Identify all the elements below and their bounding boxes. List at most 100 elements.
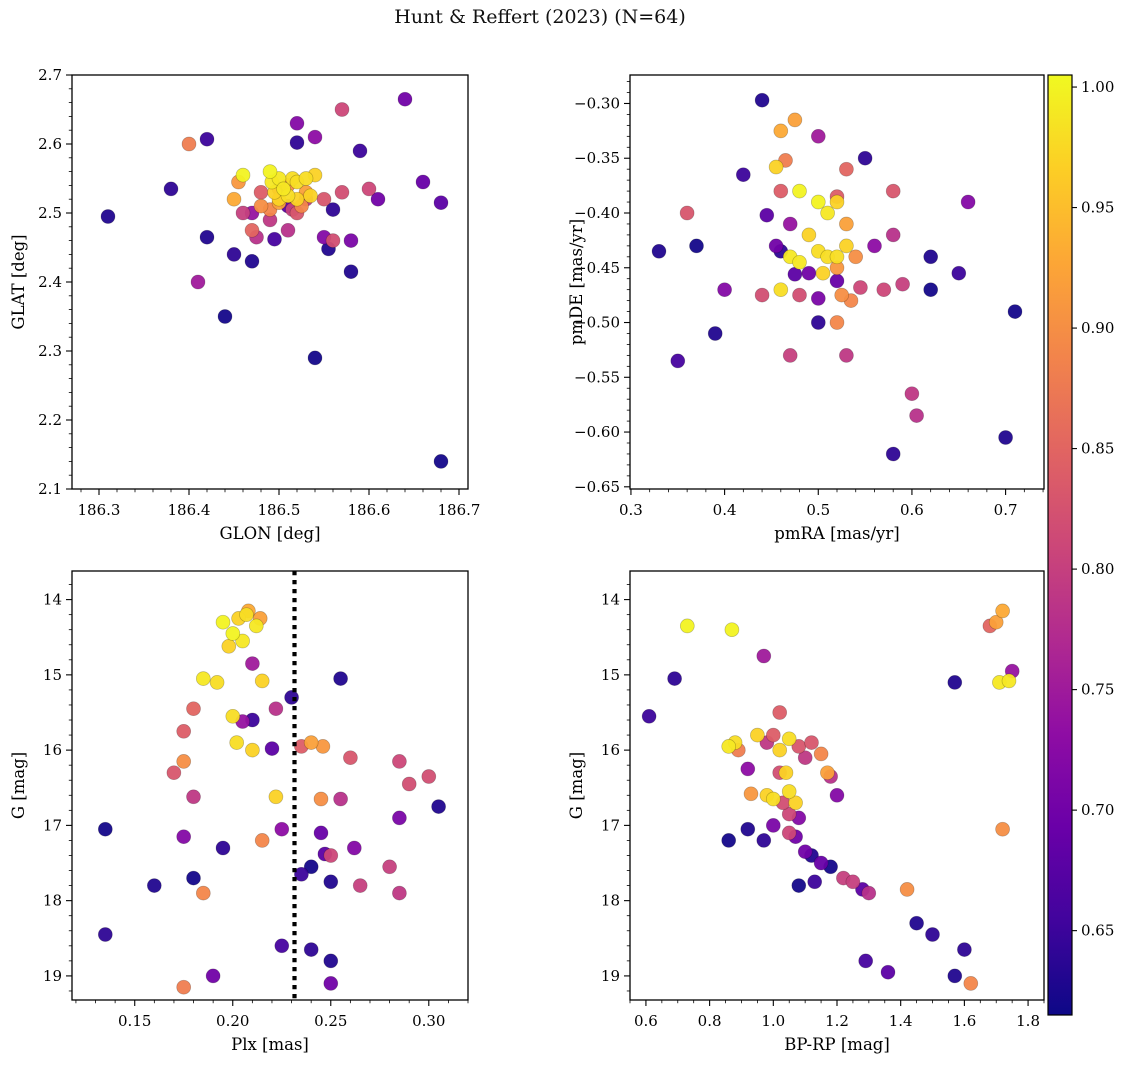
data-point <box>885 446 901 462</box>
scatter-points <box>651 92 1023 462</box>
axes-frame <box>71 570 469 1001</box>
data-point <box>229 735 245 750</box>
data-point <box>768 238 784 254</box>
colorbar-tick-label: 0.65 <box>1081 922 1114 940</box>
data-point <box>781 806 797 822</box>
data-point <box>925 927 940 942</box>
data-point <box>670 353 686 369</box>
data-point <box>245 656 260 671</box>
x-tick-label: 1.4 <box>889 1012 913 1030</box>
data-point <box>782 216 798 232</box>
data-point <box>797 750 813 766</box>
data-point <box>899 882 915 897</box>
data-point <box>829 315 845 330</box>
data-point <box>264 741 280 756</box>
data-point <box>740 821 756 837</box>
data-point <box>235 205 251 221</box>
data-point <box>235 167 251 183</box>
colorbar-tick-label: 1.00 <box>1081 78 1114 96</box>
data-point <box>810 315 826 330</box>
data-point <box>334 184 350 200</box>
data-point <box>343 233 359 248</box>
y-tick-label: −0.30 <box>574 94 620 112</box>
data-point <box>765 791 781 807</box>
data-point <box>957 942 972 957</box>
y-axis-label: GLAT [deg] <box>9 234 28 329</box>
data-point <box>876 282 892 298</box>
data-point <box>787 112 803 128</box>
data-point <box>186 870 201 886</box>
data-point <box>303 859 319 875</box>
data-point <box>679 618 695 634</box>
data-point <box>392 810 407 826</box>
data-point <box>215 614 231 630</box>
data-point <box>641 708 657 724</box>
data-point <box>721 833 737 848</box>
colorbar-tick-label: 0.80 <box>1081 560 1114 578</box>
data-point <box>370 191 386 207</box>
data-point <box>829 787 845 803</box>
data-point <box>392 885 407 901</box>
data-point <box>176 723 192 739</box>
x-tick-label: 0.25 <box>314 1012 347 1030</box>
x-tick-label: 0.6 <box>634 1012 658 1030</box>
data-point <box>756 833 772 848</box>
data-point <box>199 229 215 245</box>
data-point <box>735 167 751 183</box>
data-point <box>280 222 296 238</box>
data-point <box>1007 304 1023 319</box>
data-point <box>781 784 797 799</box>
data-point <box>217 309 233 324</box>
data-point <box>325 202 341 217</box>
data-point <box>313 825 329 841</box>
data-point <box>361 181 377 197</box>
scatter-points <box>100 91 449 469</box>
data-point <box>274 821 290 837</box>
data-point <box>947 968 963 984</box>
data-point <box>839 216 854 232</box>
scatter-points <box>97 603 446 995</box>
data-point <box>923 282 939 298</box>
data-point <box>267 231 282 247</box>
data-point <box>813 855 829 871</box>
data-point <box>988 614 1004 630</box>
data-point <box>801 227 817 243</box>
data-point <box>97 821 113 837</box>
data-point <box>298 171 314 186</box>
data-point <box>323 953 339 969</box>
data-point <box>861 885 877 901</box>
data-point <box>810 128 826 144</box>
data-point <box>885 227 901 243</box>
data-point <box>960 194 976 210</box>
data-point <box>334 102 350 117</box>
data-point <box>195 671 211 686</box>
y-tick-label: 2.4 <box>38 273 62 291</box>
data-point <box>801 265 817 281</box>
data-point <box>792 254 807 270</box>
x-tick-label: 1.0 <box>761 1012 785 1030</box>
data-point <box>853 280 868 295</box>
data-point <box>754 287 770 303</box>
data-point <box>781 731 797 747</box>
data-point <box>759 207 775 223</box>
data-point <box>947 675 963 690</box>
colorbar-gradient <box>1047 74 1073 1016</box>
data-point <box>253 198 269 214</box>
data-point <box>721 739 737 754</box>
y-axis-label: pmDE [mas/yr] <box>567 219 586 345</box>
data-point <box>782 348 798 363</box>
data-point <box>750 727 765 743</box>
data-point <box>848 249 864 265</box>
x-tick-label: 0.5 <box>806 501 830 519</box>
data-point <box>839 238 854 254</box>
data-point <box>225 708 241 724</box>
data-point <box>895 276 910 292</box>
data-point <box>867 238 882 254</box>
data-point <box>215 840 231 856</box>
data-point <box>858 953 874 969</box>
data-point <box>343 264 359 280</box>
data-point <box>352 878 368 893</box>
y-tick-label: 2.2 <box>38 411 62 429</box>
